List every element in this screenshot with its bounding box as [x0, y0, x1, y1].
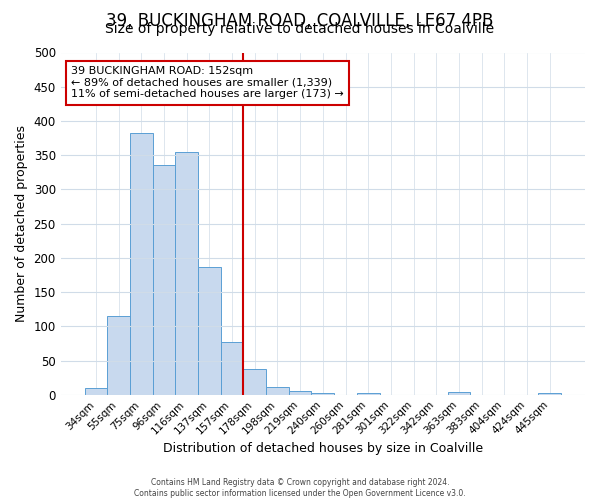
Y-axis label: Number of detached properties: Number of detached properties — [15, 125, 28, 322]
Bar — [85, 388, 107, 394]
Bar — [175, 152, 198, 394]
Bar — [107, 316, 130, 394]
Text: Size of property relative to detached houses in Coalville: Size of property relative to detached ho… — [106, 22, 494, 36]
Bar — [448, 392, 470, 394]
Text: 39, BUCKINGHAM ROAD, COALVILLE, LE67 4PB: 39, BUCKINGHAM ROAD, COALVILLE, LE67 4PB — [106, 12, 494, 30]
Bar — [266, 386, 289, 394]
Bar — [289, 390, 311, 394]
Bar — [130, 132, 152, 394]
Bar — [152, 166, 175, 394]
Bar — [357, 392, 380, 394]
Bar — [538, 392, 561, 394]
Bar — [244, 370, 266, 394]
Bar — [198, 266, 221, 394]
Bar — [221, 342, 244, 394]
X-axis label: Distribution of detached houses by size in Coalville: Distribution of detached houses by size … — [163, 442, 483, 455]
Bar — [311, 392, 334, 394]
Text: 39 BUCKINGHAM ROAD: 152sqm
← 89% of detached houses are smaller (1,339)
11% of s: 39 BUCKINGHAM ROAD: 152sqm ← 89% of deta… — [71, 66, 344, 100]
Text: Contains HM Land Registry data © Crown copyright and database right 2024.
Contai: Contains HM Land Registry data © Crown c… — [134, 478, 466, 498]
